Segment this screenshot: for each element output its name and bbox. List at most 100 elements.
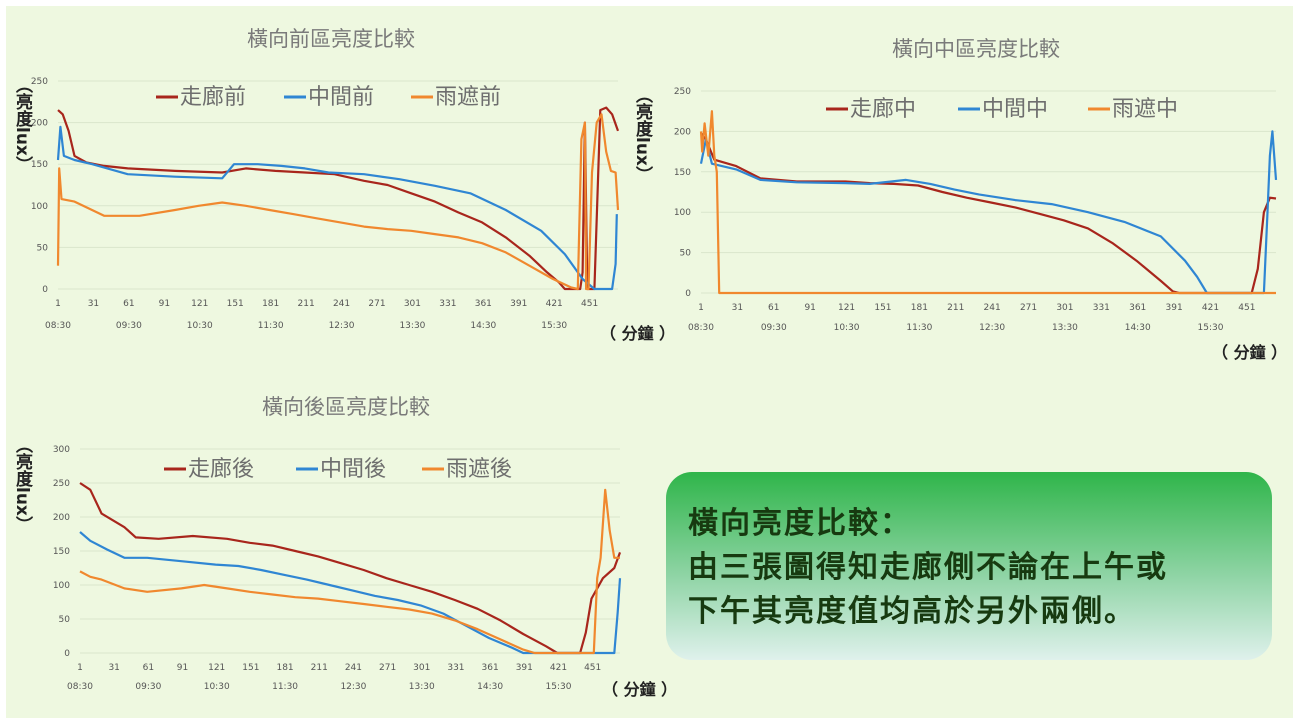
legend-label: 走廊中 [850, 97, 916, 122]
time-label: 09:30 [116, 321, 142, 331]
y-tick-label: 300 [53, 445, 70, 455]
y-tick-label: 0 [64, 649, 70, 659]
x-tick-label: 301 [1056, 303, 1073, 313]
x-tick-label: 271 [379, 663, 396, 673]
x-tick-label: 121 [191, 299, 208, 309]
y-tick-label: 100 [53, 581, 70, 591]
y-tick-label: 50 [680, 249, 692, 259]
y-axis-label: （亮度lux） [12, 436, 33, 533]
x-tick-label: 91 [159, 299, 170, 309]
legend-label: 雨遮中 [1112, 97, 1178, 122]
x-tick-label: 421 [550, 663, 567, 673]
x-tick-label: 271 [368, 299, 385, 309]
time-label: 15:30 [1198, 323, 1224, 333]
x-tick-label: 91 [177, 663, 188, 673]
series-line-1 [79, 482, 622, 655]
x-tick-label: 181 [262, 299, 279, 309]
x-tick-label: 1 [77, 663, 83, 673]
time-label: 13:30 [409, 682, 435, 692]
y-axis-label: （亮度lux） [632, 86, 653, 183]
legend-label: 走廊前 [180, 85, 246, 110]
time-label: 12:30 [979, 323, 1005, 333]
y-tick-label: 150 [674, 168, 691, 178]
series-line-3 [56, 113, 620, 291]
x-tick-label: 31 [88, 299, 99, 309]
x-tick-label: 331 [447, 663, 464, 673]
x-tick-label: 151 [227, 299, 244, 309]
summary-heading: 橫向亮度比較： [688, 506, 912, 541]
x-tick-label: 211 [947, 303, 964, 313]
x-tick-label: 211 [298, 299, 315, 309]
slide-canvas: 0 50 100 150 200 250 1 31 61 91 121 151 181 211 241 271… [6, 6, 1293, 718]
x-tick-label: 421 [1202, 303, 1219, 313]
y-tick-label: 250 [674, 87, 691, 97]
chart-2: 0 50 100 150 200 250 1 31 61 91 121 151 181 211 241 271… [632, 37, 1287, 362]
x-tick-label: 331 [1093, 303, 1110, 313]
time-label: 11:30 [906, 323, 932, 333]
y-tick-label: 250 [31, 77, 48, 87]
time-label: 12:30 [340, 682, 366, 692]
x-tick-label: 241 [333, 299, 350, 309]
series-line-2 [79, 531, 622, 655]
legend-label: 雨遮前 [435, 85, 501, 110]
x-tick-label: 61 [123, 299, 134, 309]
chart-1: 0 50 100 150 200 250 1 31 61 91 121 151 181 211 241 271… [12, 27, 675, 343]
chart-title: 橫向中區亮度比較 [892, 37, 1060, 61]
y-tick-label: 100 [674, 208, 691, 218]
time-label: 14:30 [1125, 323, 1151, 333]
x-tick-label: 1 [698, 303, 704, 313]
x-tick-label: 361 [475, 299, 492, 309]
legend-label: 中間中 [982, 97, 1048, 122]
summary-text: 橫向亮度比較： 由三張圖得知走廊側不論在上午或 下午其亮度值均高於另外兩側。 [688, 502, 1168, 634]
time-label: 13:30 [1052, 323, 1078, 333]
x-tick-label: 241 [345, 663, 362, 673]
time-label: 08:30 [67, 682, 93, 692]
x-tick-label: 241 [984, 303, 1001, 313]
x-tick-label: 1 [55, 299, 61, 309]
series-line-3 [699, 110, 1276, 295]
y-tick-label: 50 [37, 243, 49, 253]
x-tick-label: 301 [404, 299, 421, 309]
time-label: 15:30 [546, 682, 572, 692]
y-tick-label: 0 [42, 285, 48, 295]
x-tick-label: 121 [838, 303, 855, 313]
series-line-3 [79, 488, 620, 655]
y-tick-label: 150 [31, 160, 48, 170]
time-label: 09:30 [761, 323, 787, 333]
x-tick-label: 211 [311, 663, 328, 673]
time-label: 14:30 [470, 321, 496, 331]
x-tick-label: 121 [208, 663, 225, 673]
x-tick-label: 331 [439, 299, 456, 309]
x-tick-label: 301 [413, 663, 430, 673]
y-axis-label: （亮度lux） [12, 76, 33, 173]
x-tick-label: 31 [732, 303, 743, 313]
x-tick-label: 151 [874, 303, 891, 313]
x-tick-label: 391 [516, 663, 533, 673]
x-tick-label: 451 [581, 299, 598, 309]
x-tick-label: 451 [1238, 303, 1255, 313]
y-tick-label: 0 [685, 289, 691, 299]
summary-box: 橫向亮度比較： 由三張圖得知走廊側不論在上午或 下午其亮度值均高於另外兩側。 [666, 472, 1272, 660]
x-tick-label: 61 [768, 303, 779, 313]
x-axis-unit: （ 分鐘 ） [602, 680, 677, 699]
summary-line-1: 由三張圖得知走廊側不論在上午或 [688, 550, 1168, 585]
time-label: 09:30 [135, 682, 161, 692]
legend-label: 雨遮後 [446, 457, 512, 482]
x-axis-unit: （ 分鐘 ） [1212, 343, 1287, 362]
time-label: 10:30 [187, 321, 213, 331]
y-tick-label: 200 [53, 513, 70, 523]
x-tick-label: 421 [546, 299, 563, 309]
time-label: 10:30 [204, 682, 230, 692]
series-line-1 [57, 106, 620, 291]
x-tick-label: 181 [911, 303, 928, 313]
x-tick-label: 391 [1166, 303, 1183, 313]
y-tick-label: 200 [674, 127, 691, 137]
time-label: 10:30 [834, 323, 860, 333]
y-tick-label: 150 [53, 547, 70, 557]
x-tick-label: 361 [1129, 303, 1146, 313]
legend-label: 中間後 [320, 457, 386, 482]
y-tick-label: 200 [31, 119, 48, 129]
x-tick-label: 91 [804, 303, 815, 313]
series-line-1 [700, 132, 1277, 295]
